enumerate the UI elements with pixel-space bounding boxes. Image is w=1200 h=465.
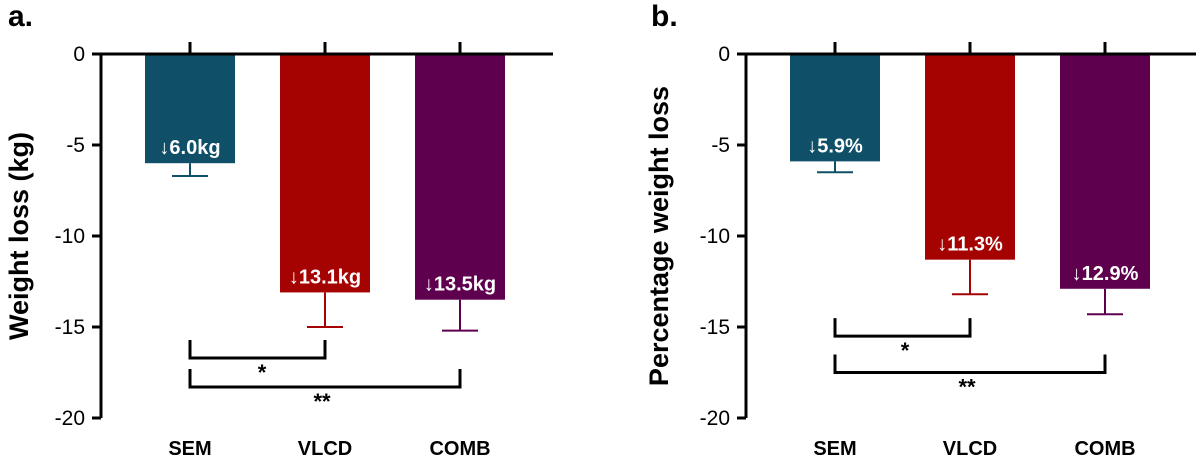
y-tick-label: 0: [73, 43, 85, 66]
data-label-vlcd: ↓11.3%: [937, 234, 1003, 256]
panel-label: a.: [8, 0, 33, 33]
bar-comb: [415, 54, 505, 300]
significance-label-1: *: [901, 338, 910, 363]
category-label-vlcd: VLCD: [298, 438, 352, 460]
y-tick-label: -5: [66, 134, 85, 157]
significance-label-2: **: [313, 389, 331, 414]
significance-label-2: **: [958, 375, 976, 400]
y-axis-title: Weight loss (kg): [4, 132, 34, 340]
data-label-sem: ↓5.9%: [807, 135, 863, 157]
significance-bracket-2: [188, 369, 462, 389]
y-axis-title: Percentage weight loss: [644, 86, 674, 386]
bar-vlcd: [280, 54, 370, 293]
significance-bracket-1: [833, 318, 972, 338]
bar-vlcd: [925, 54, 1015, 260]
y-tick-label: -5: [711, 134, 730, 157]
bar-comb: [1060, 54, 1150, 289]
data-label-comb: ↓13.5kg: [424, 274, 496, 296]
y-tick-label: 0: [718, 43, 730, 66]
bar-sem: [145, 54, 235, 164]
y-tick-label: -20: [55, 407, 85, 430]
chart-panel-b: b. Percentage weight loss ↓5.9% ↓11.3% ↓12.9…: [644, 0, 1196, 460]
significance-bracket-2: [833, 354, 1107, 374]
panel-label: b.: [651, 0, 678, 33]
chart-panel-a: a. Weight loss (kg) ↓6.0kg ↓13.1kg ↓13.5kg 0 -…: [4, 0, 553, 460]
data-label-sem: ↓6.0kg: [159, 137, 220, 159]
y-tick-label: -10: [55, 225, 85, 248]
category-label-comb: COMB: [429, 438, 490, 460]
category-label-vlcd: VLCD: [943, 438, 997, 460]
y-tick-label: -20: [700, 407, 730, 430]
category-label-comb: COMB: [1074, 438, 1135, 460]
bar-sem: [790, 54, 880, 162]
significance-bracket-1: [188, 339, 327, 360]
significance-label-1: *: [258, 360, 267, 385]
category-label-sem: SEM: [813, 438, 856, 460]
data-label-vlcd: ↓13.1kg: [289, 266, 361, 288]
data-label-comb: ↓12.9%: [1072, 263, 1139, 285]
category-label-sem: SEM: [168, 438, 211, 460]
y-tick-label: -15: [700, 316, 730, 339]
y-tick-label: -15: [55, 316, 85, 339]
y-tick-label: -10: [700, 225, 730, 248]
